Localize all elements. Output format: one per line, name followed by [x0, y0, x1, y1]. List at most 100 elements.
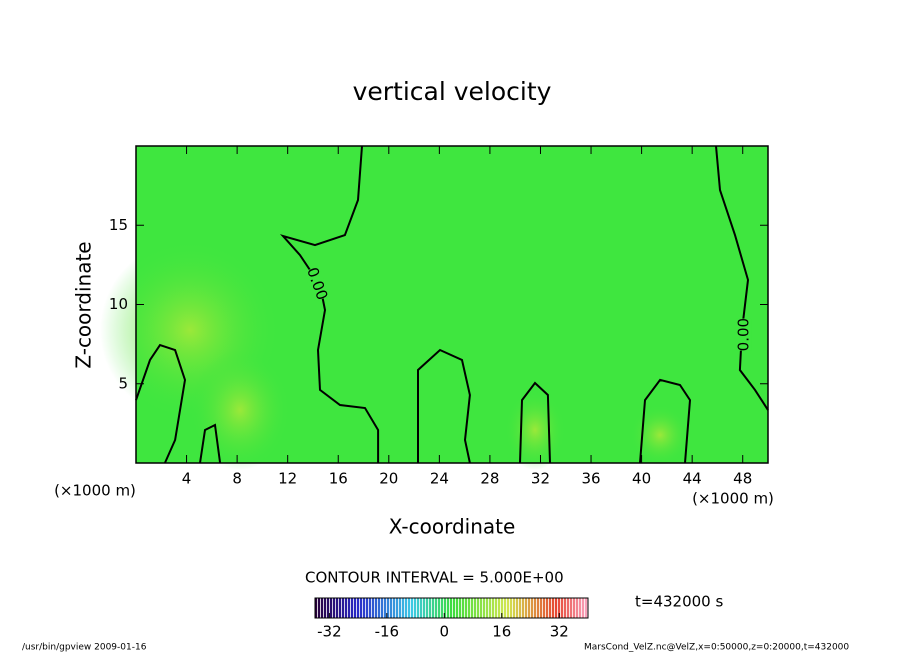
colorbar-cell	[318, 598, 321, 618]
colorbar-cell	[510, 598, 513, 618]
colorbar-cell	[381, 598, 384, 618]
colorbar-cell	[396, 598, 399, 618]
colorbar-cell	[447, 598, 450, 618]
colorbar-cell	[321, 598, 324, 618]
contour-line	[715, 145, 769, 411]
colorbar-cell	[492, 598, 495, 618]
colorbar-cell	[393, 598, 396, 618]
y-tick-label: 5	[118, 374, 128, 392]
colorbar-cell	[507, 598, 510, 618]
x-tick-label: 20	[379, 470, 398, 488]
x-tick-label: 40	[632, 470, 651, 488]
colorbar-cell	[384, 598, 387, 618]
contour-label-bg	[735, 318, 752, 351]
x-tick-label: 12	[278, 470, 297, 488]
footer-right: MarsCond_VelZ.nc@VelZ,x=0:50000,z=0:2000…	[584, 643, 849, 653]
colorbar-cell	[546, 598, 549, 618]
y-axis-label: Z-coordinate	[72, 241, 96, 368]
colorbar-cell	[414, 598, 417, 618]
colorbar-cell	[555, 598, 558, 618]
colorbar-cell	[387, 598, 390, 618]
colorbar-cell	[552, 598, 555, 618]
colorbar-cell	[399, 598, 402, 618]
colorbar-cell	[531, 598, 534, 618]
colorbar-cell	[345, 598, 348, 618]
colorbar-cell	[357, 598, 360, 618]
contour-label: 0.00	[734, 318, 752, 351]
colorbar-cell	[534, 598, 537, 618]
colorbar-cell	[585, 598, 588, 618]
colorbar-tick-label: -16	[375, 623, 400, 641]
y-tick-label: 15	[109, 216, 128, 234]
colorbar-cell	[363, 598, 366, 618]
colorbar-cell	[576, 598, 579, 618]
colorbar-cell	[351, 598, 354, 618]
time-label: t=432000 s	[635, 593, 723, 611]
colorbar-cell	[474, 598, 477, 618]
colorbar-cell	[369, 598, 372, 618]
colorbar-cell	[444, 598, 447, 618]
colorbar-tick-label: 16	[492, 623, 511, 641]
colorbar-cell	[564, 598, 567, 618]
colorbar-cell	[360, 598, 363, 618]
colorbar-cell	[402, 598, 405, 618]
contour-line	[199, 423, 222, 464]
colorbar-cell	[573, 598, 576, 618]
colorbar-tick-label: 32	[550, 623, 569, 641]
colorbar-cell	[579, 598, 582, 618]
colorbar-cell	[489, 598, 492, 618]
x-axis-label: X-coordinate	[389, 515, 516, 539]
colorbar-cell	[516, 598, 519, 618]
colorbar-cell	[435, 598, 438, 618]
colorbar-cell	[375, 598, 378, 618]
colorbar-cell	[417, 598, 420, 618]
colorbar-cell	[354, 598, 357, 618]
x-tick-label: 44	[683, 470, 702, 488]
x-tick-label: 16	[329, 470, 348, 488]
colorbar-cell	[420, 598, 423, 618]
x-tick-label: 24	[430, 470, 449, 488]
colorbar-cell	[480, 598, 483, 618]
colorbar-cell	[471, 598, 474, 618]
colorbar-cell	[327, 598, 330, 618]
x-tick-label: 36	[581, 470, 600, 488]
colorbar-tick-label: 0	[440, 623, 450, 641]
chart-title: vertical velocity	[353, 77, 552, 106]
colorbar-cell	[477, 598, 480, 618]
colorbar-cell	[408, 598, 411, 618]
colorbar-cell	[504, 598, 507, 618]
colorbar-cell	[390, 598, 393, 618]
colorbar-cell	[567, 598, 570, 618]
contour-line	[639, 378, 692, 464]
colorbar-cell	[342, 598, 345, 618]
colorbar-cell	[315, 598, 318, 618]
colorbar-cell	[483, 598, 486, 618]
colorbar-cell	[432, 598, 435, 618]
colorbar-cell	[495, 598, 498, 618]
x-tick-label: 28	[480, 470, 499, 488]
x-tick-label: 4	[182, 470, 192, 488]
field-shade	[505, 390, 565, 470]
colorbar-cell	[519, 598, 522, 618]
colorbar-cell	[405, 598, 408, 618]
contour-label-bg	[303, 266, 330, 302]
colorbar-cell	[513, 598, 516, 618]
y-tick-label: 10	[109, 295, 128, 313]
colorbar-cell	[528, 598, 531, 618]
colorbar-cell	[366, 598, 369, 618]
colorbar-cell	[462, 598, 465, 618]
colorbar-cell	[486, 598, 489, 618]
colorbar-cell	[339, 598, 342, 618]
field-shade	[190, 350, 290, 470]
colorbar-cell	[558, 598, 561, 618]
contour-interval: CONTOUR INTERVAL = 5.000E+00	[305, 569, 564, 587]
colorbar-cell	[540, 598, 543, 618]
x-unit: (×1000 m)	[692, 490, 774, 508]
colorbar-cell	[378, 598, 381, 618]
colorbar-cell	[501, 598, 504, 618]
colorbar-cell	[423, 598, 426, 618]
colorbar-cell	[525, 598, 528, 618]
